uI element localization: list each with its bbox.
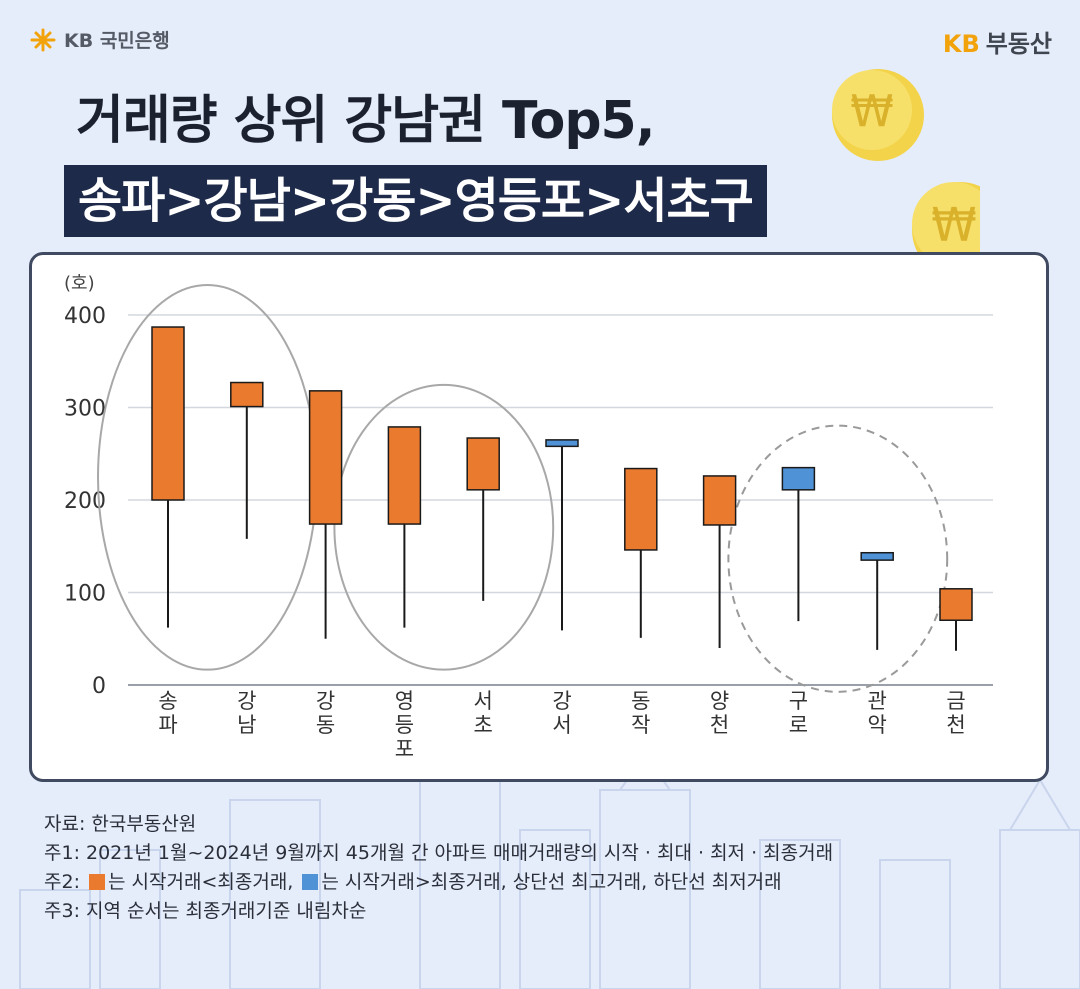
candle-body <box>308 390 343 525</box>
note-1: 주1: 2021년 1월~2024년 9월까지 45개월 간 아파트 매매거래량… <box>44 842 834 864</box>
kb-kookmin-bank-logo: KB 국민은행 <box>28 26 170 53</box>
candle-body <box>624 467 658 551</box>
blue-legend-swatch <box>302 874 319 890</box>
source-note: 자료: 한국부동산원 <box>44 813 197 835</box>
candle-body <box>387 426 422 525</box>
note-3: 주3: 지역 순서는 최종거래기준 내림차순 <box>44 900 367 922</box>
note-2-prefix: 주2: <box>44 871 80 893</box>
candle-body <box>702 475 737 526</box>
note-2-up: 는 시작거래<최종거래, <box>108 871 294 893</box>
highlight-ellipse-1 <box>333 383 555 671</box>
note-2: 주2: 는 시작거래<최종거래, 는 시작거래>최종거래, 상단선 최고거래, … <box>44 868 833 897</box>
highlight-ellipse-0 <box>96 284 318 671</box>
y-axis-unit-label: (호) <box>64 273 95 294</box>
candle-body <box>860 551 894 561</box>
svg-text:₩: ₩ <box>931 198 976 252</box>
candle-body <box>545 439 579 448</box>
candle-body <box>230 381 264 408</box>
kb-star-icon <box>30 28 56 51</box>
chart-panel <box>29 252 1049 782</box>
y-tick-label: 400 <box>64 304 106 329</box>
y-tick-label: 0 <box>92 674 106 699</box>
bank-logo-text: KB 국민은행 <box>64 30 170 52</box>
page-subtitle: 송파>강남>강동>영등포>서초구 <box>64 165 767 237</box>
brand-name: 부동산 <box>985 30 1052 58</box>
footnotes: 자료: 한국부동산원 주1: 2021년 1월~2024년 9월까지 45개월 … <box>44 810 833 926</box>
y-tick-label: 100 <box>64 582 106 607</box>
page-title: 거래량 상위 강남권 Top5, <box>76 91 655 151</box>
candle-body <box>151 326 185 501</box>
note-2-down: 는 시작거래>최종거래, 상단선 최고거래, 하단선 최저거래 <box>321 871 782 893</box>
orange-legend-swatch <box>89 874 106 890</box>
brand-kb: KB <box>942 30 980 58</box>
candle-body <box>466 437 500 491</box>
candle-body <box>781 466 816 491</box>
highlight-ellipse-2 <box>727 424 949 693</box>
y-tick-label: 300 <box>64 397 106 422</box>
svg-text:₩: ₩ <box>850 86 894 137</box>
candle-body <box>939 588 973 621</box>
kb-real-estate-logo: KB 부동산 <box>943 24 1052 59</box>
won-coins-icon: ₩ ₩ <box>832 69 980 278</box>
